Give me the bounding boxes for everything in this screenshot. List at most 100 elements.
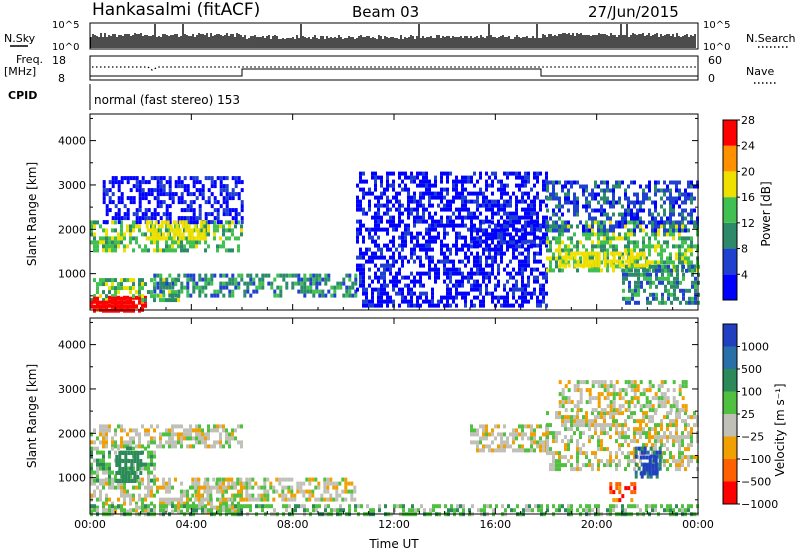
- power-cell: [649, 272, 652, 277]
- velocity-cell: [153, 462, 156, 467]
- power-cell: [410, 291, 413, 296]
- power-cell: [515, 199, 518, 204]
- power-cell: [491, 295, 494, 300]
- power-cell: [300, 281, 304, 286]
- power-cell: [582, 184, 585, 189]
- velocity-cell: [156, 477, 159, 482]
- velocity-cell: [263, 485, 267, 490]
- power-cell: [681, 228, 684, 233]
- velocity-cell: [168, 489, 171, 494]
- velocity-cell: [117, 497, 120, 502]
- power-cell: [168, 298, 171, 303]
- power-cell: [449, 199, 452, 204]
- power-cell: [666, 188, 669, 193]
- power-cell: [93, 278, 96, 283]
- power-highlight-cell: [160, 236, 164, 241]
- velocity-cell: [99, 424, 102, 429]
- power-cell: [144, 303, 147, 308]
- power-cell: [576, 248, 579, 253]
- power-cell: [452, 223, 455, 228]
- power-cell: [90, 298, 93, 303]
- velocity-cell: [491, 428, 494, 433]
- velocity-cell: [123, 428, 126, 433]
- power-cell: [488, 183, 491, 188]
- velocity-cell: [326, 477, 330, 482]
- power-cell: [546, 228, 549, 233]
- power-cell: [654, 192, 657, 197]
- power-cell: [446, 179, 449, 184]
- velocity-cell: [591, 423, 594, 428]
- power-cell: [180, 208, 184, 213]
- velocity-cell: [186, 493, 189, 498]
- power-cell: [159, 298, 162, 303]
- velocity-cell: [570, 423, 573, 428]
- power-cell: [449, 291, 452, 296]
- velocity-cell: [314, 485, 318, 490]
- power-cell: [458, 279, 461, 284]
- velocity-cell: [180, 497, 183, 502]
- power-cell: [443, 295, 446, 300]
- power-highlight-cell: [597, 263, 601, 268]
- power-cell: [491, 259, 494, 264]
- power-cell: [555, 196, 558, 201]
- power-cell: [690, 240, 693, 245]
- power-cell: [479, 239, 482, 244]
- velocity-cell: [123, 489, 126, 494]
- power-highlight-cell: [102, 300, 105, 305]
- power-cell: [488, 232, 491, 237]
- power-cell: [108, 299, 111, 304]
- velocity-cell: [197, 497, 201, 502]
- power-cell: [422, 195, 425, 200]
- power-cell: [183, 216, 187, 221]
- velocity-cell: [432, 508, 435, 513]
- power-cell: [570, 256, 573, 261]
- velocity-cell: [585, 508, 588, 513]
- power-cell: [365, 247, 368, 252]
- velocity-cell: [222, 428, 225, 433]
- power-cell: [491, 299, 494, 304]
- power-highlight-cell: [145, 224, 149, 229]
- power-cell: [144, 282, 147, 287]
- power-cell: [627, 244, 630, 249]
- power-cell: [518, 287, 521, 292]
- power-cell: [327, 277, 331, 282]
- velocity-cell: [588, 435, 591, 440]
- power-cell: [515, 215, 518, 220]
- power-cell: [567, 208, 570, 213]
- power-cell: [168, 212, 172, 217]
- power-cell: [624, 224, 627, 229]
- power-cell: [464, 255, 467, 260]
- power-cell: [231, 281, 235, 286]
- velocity-cell: [189, 497, 192, 502]
- power-cell: [446, 231, 449, 236]
- velocity-cell: [117, 481, 120, 486]
- power-cell: [606, 188, 609, 193]
- power-cell: [374, 255, 377, 260]
- power-cell: [600, 204, 603, 209]
- velocity-cell: [222, 485, 225, 490]
- power-cell: [186, 285, 190, 290]
- power-cell: [90, 228, 93, 233]
- velocity-cell: [528, 504, 531, 509]
- velocity-cell: [282, 504, 285, 509]
- velocity-cell: [189, 436, 192, 441]
- power-cell: [467, 243, 470, 248]
- power-cell: [512, 211, 515, 216]
- power-cell: [479, 291, 482, 296]
- velocity-cell: [579, 447, 582, 452]
- power-cell: [536, 303, 539, 308]
- velocity-cell: [332, 481, 336, 486]
- velocity-cell: [518, 424, 521, 429]
- velocity-cell: [582, 508, 585, 513]
- power-cell: [634, 300, 637, 305]
- power-cell: [416, 235, 419, 240]
- power-cell: [240, 188, 244, 193]
- power-cell: [606, 248, 609, 253]
- power-cell: [222, 200, 226, 205]
- velocity-cell: [227, 485, 231, 490]
- power-cell: [377, 295, 380, 300]
- power-cell: [670, 292, 673, 297]
- power-cell: [518, 215, 521, 220]
- velocity-cell: [308, 481, 312, 486]
